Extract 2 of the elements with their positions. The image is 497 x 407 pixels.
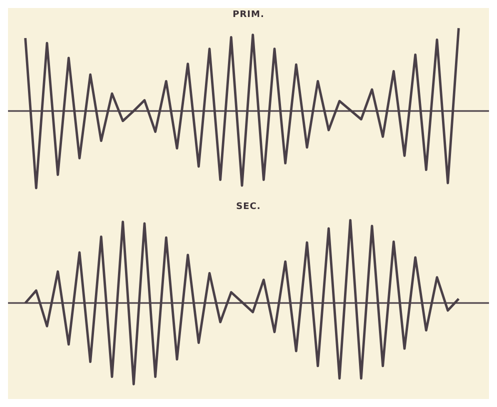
chart-title: SEC. bbox=[235, 201, 262, 214]
chart-title: PRIM. bbox=[232, 9, 266, 22]
